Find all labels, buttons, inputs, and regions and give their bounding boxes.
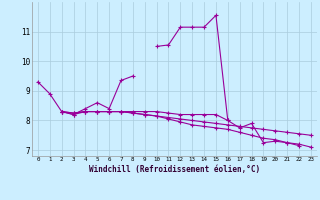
X-axis label: Windchill (Refroidissement éolien,°C): Windchill (Refroidissement éolien,°C)	[89, 165, 260, 174]
